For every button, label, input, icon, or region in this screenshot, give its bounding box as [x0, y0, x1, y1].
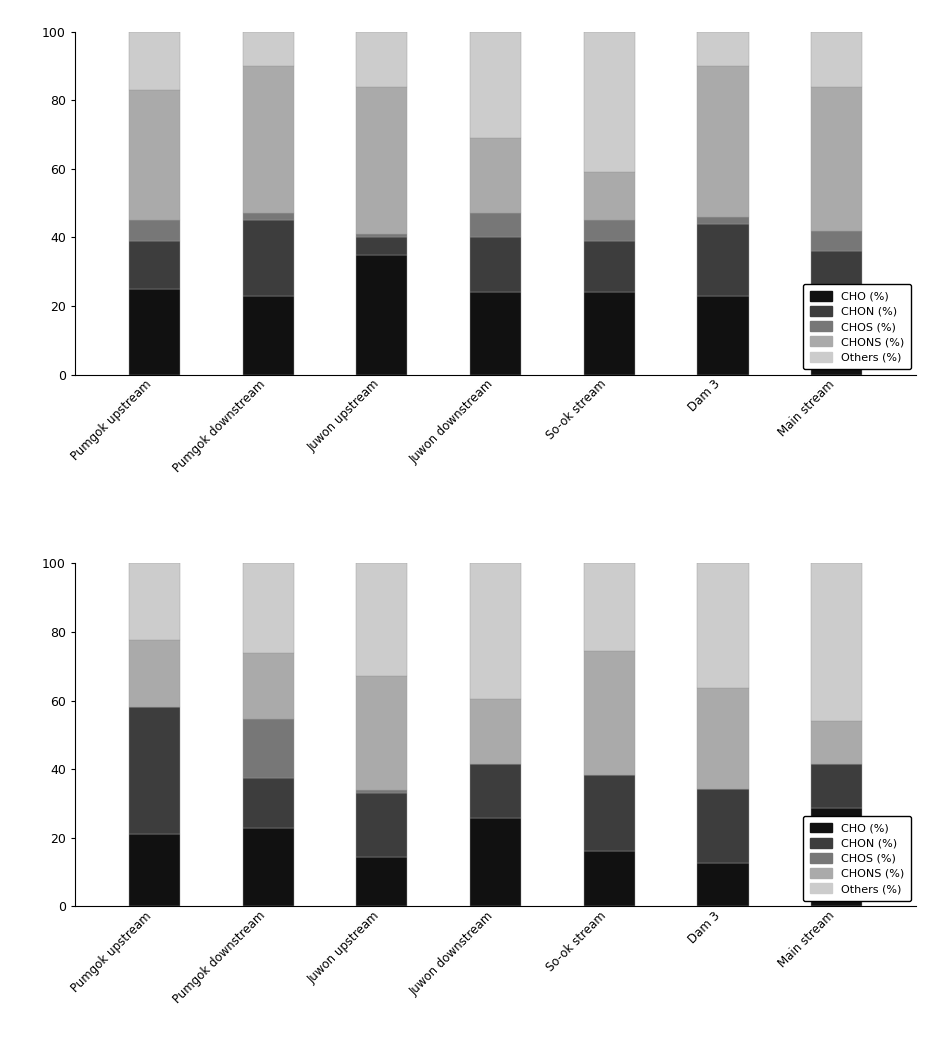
- Bar: [356, 794, 408, 858]
- Bar: [470, 292, 521, 374]
- Bar: [242, 32, 294, 66]
- Bar: [356, 234, 408, 237]
- Bar: [242, 66, 294, 214]
- Bar: [811, 86, 862, 231]
- Bar: [129, 835, 180, 906]
- Legend: CHO (%), CHON (%), CHOS (%), CHONS (%), Others (%): CHO (%), CHON (%), CHOS (%), CHONS (%), …: [803, 285, 911, 369]
- Bar: [356, 255, 408, 374]
- Bar: [356, 32, 408, 86]
- Bar: [583, 241, 635, 292]
- Bar: [356, 858, 408, 906]
- Bar: [470, 699, 521, 764]
- Bar: [698, 223, 749, 296]
- Bar: [698, 66, 749, 217]
- Bar: [470, 764, 521, 818]
- Bar: [129, 220, 180, 241]
- Bar: [811, 807, 862, 906]
- Bar: [470, 138, 521, 214]
- Bar: [129, 90, 180, 220]
- Bar: [129, 640, 180, 707]
- Bar: [698, 564, 749, 688]
- Bar: [356, 86, 408, 234]
- Bar: [811, 564, 862, 721]
- Bar: [811, 299, 862, 374]
- Bar: [470, 214, 521, 237]
- Bar: [242, 828, 294, 906]
- Bar: [356, 789, 408, 794]
- Bar: [698, 217, 749, 223]
- Bar: [129, 32, 180, 90]
- Bar: [811, 764, 862, 807]
- Bar: [129, 564, 180, 640]
- Bar: [698, 296, 749, 374]
- Bar: [129, 241, 180, 289]
- Bar: [583, 292, 635, 374]
- Bar: [583, 564, 635, 651]
- Bar: [356, 677, 408, 789]
- Bar: [242, 778, 294, 828]
- Bar: [583, 220, 635, 241]
- Bar: [242, 653, 294, 719]
- Bar: [811, 251, 862, 299]
- Bar: [356, 237, 408, 255]
- Bar: [470, 564, 521, 699]
- Bar: [242, 220, 294, 296]
- Bar: [811, 32, 862, 86]
- Bar: [242, 214, 294, 220]
- Bar: [811, 721, 862, 764]
- Bar: [698, 863, 749, 906]
- Bar: [698, 32, 749, 66]
- Bar: [583, 775, 635, 851]
- Bar: [470, 237, 521, 292]
- Bar: [242, 719, 294, 778]
- Bar: [356, 564, 408, 677]
- Bar: [583, 651, 635, 775]
- Bar: [583, 851, 635, 906]
- Bar: [242, 564, 294, 653]
- Bar: [129, 289, 180, 374]
- Bar: [470, 32, 521, 138]
- Bar: [470, 818, 521, 906]
- Bar: [698, 788, 749, 863]
- Bar: [129, 707, 180, 835]
- Bar: [242, 296, 294, 374]
- Bar: [583, 32, 635, 172]
- Bar: [583, 172, 635, 220]
- Legend: CHO (%), CHON (%), CHOS (%), CHONS (%), Others (%): CHO (%), CHON (%), CHOS (%), CHONS (%), …: [803, 816, 911, 901]
- Bar: [698, 688, 749, 788]
- Bar: [811, 231, 862, 251]
